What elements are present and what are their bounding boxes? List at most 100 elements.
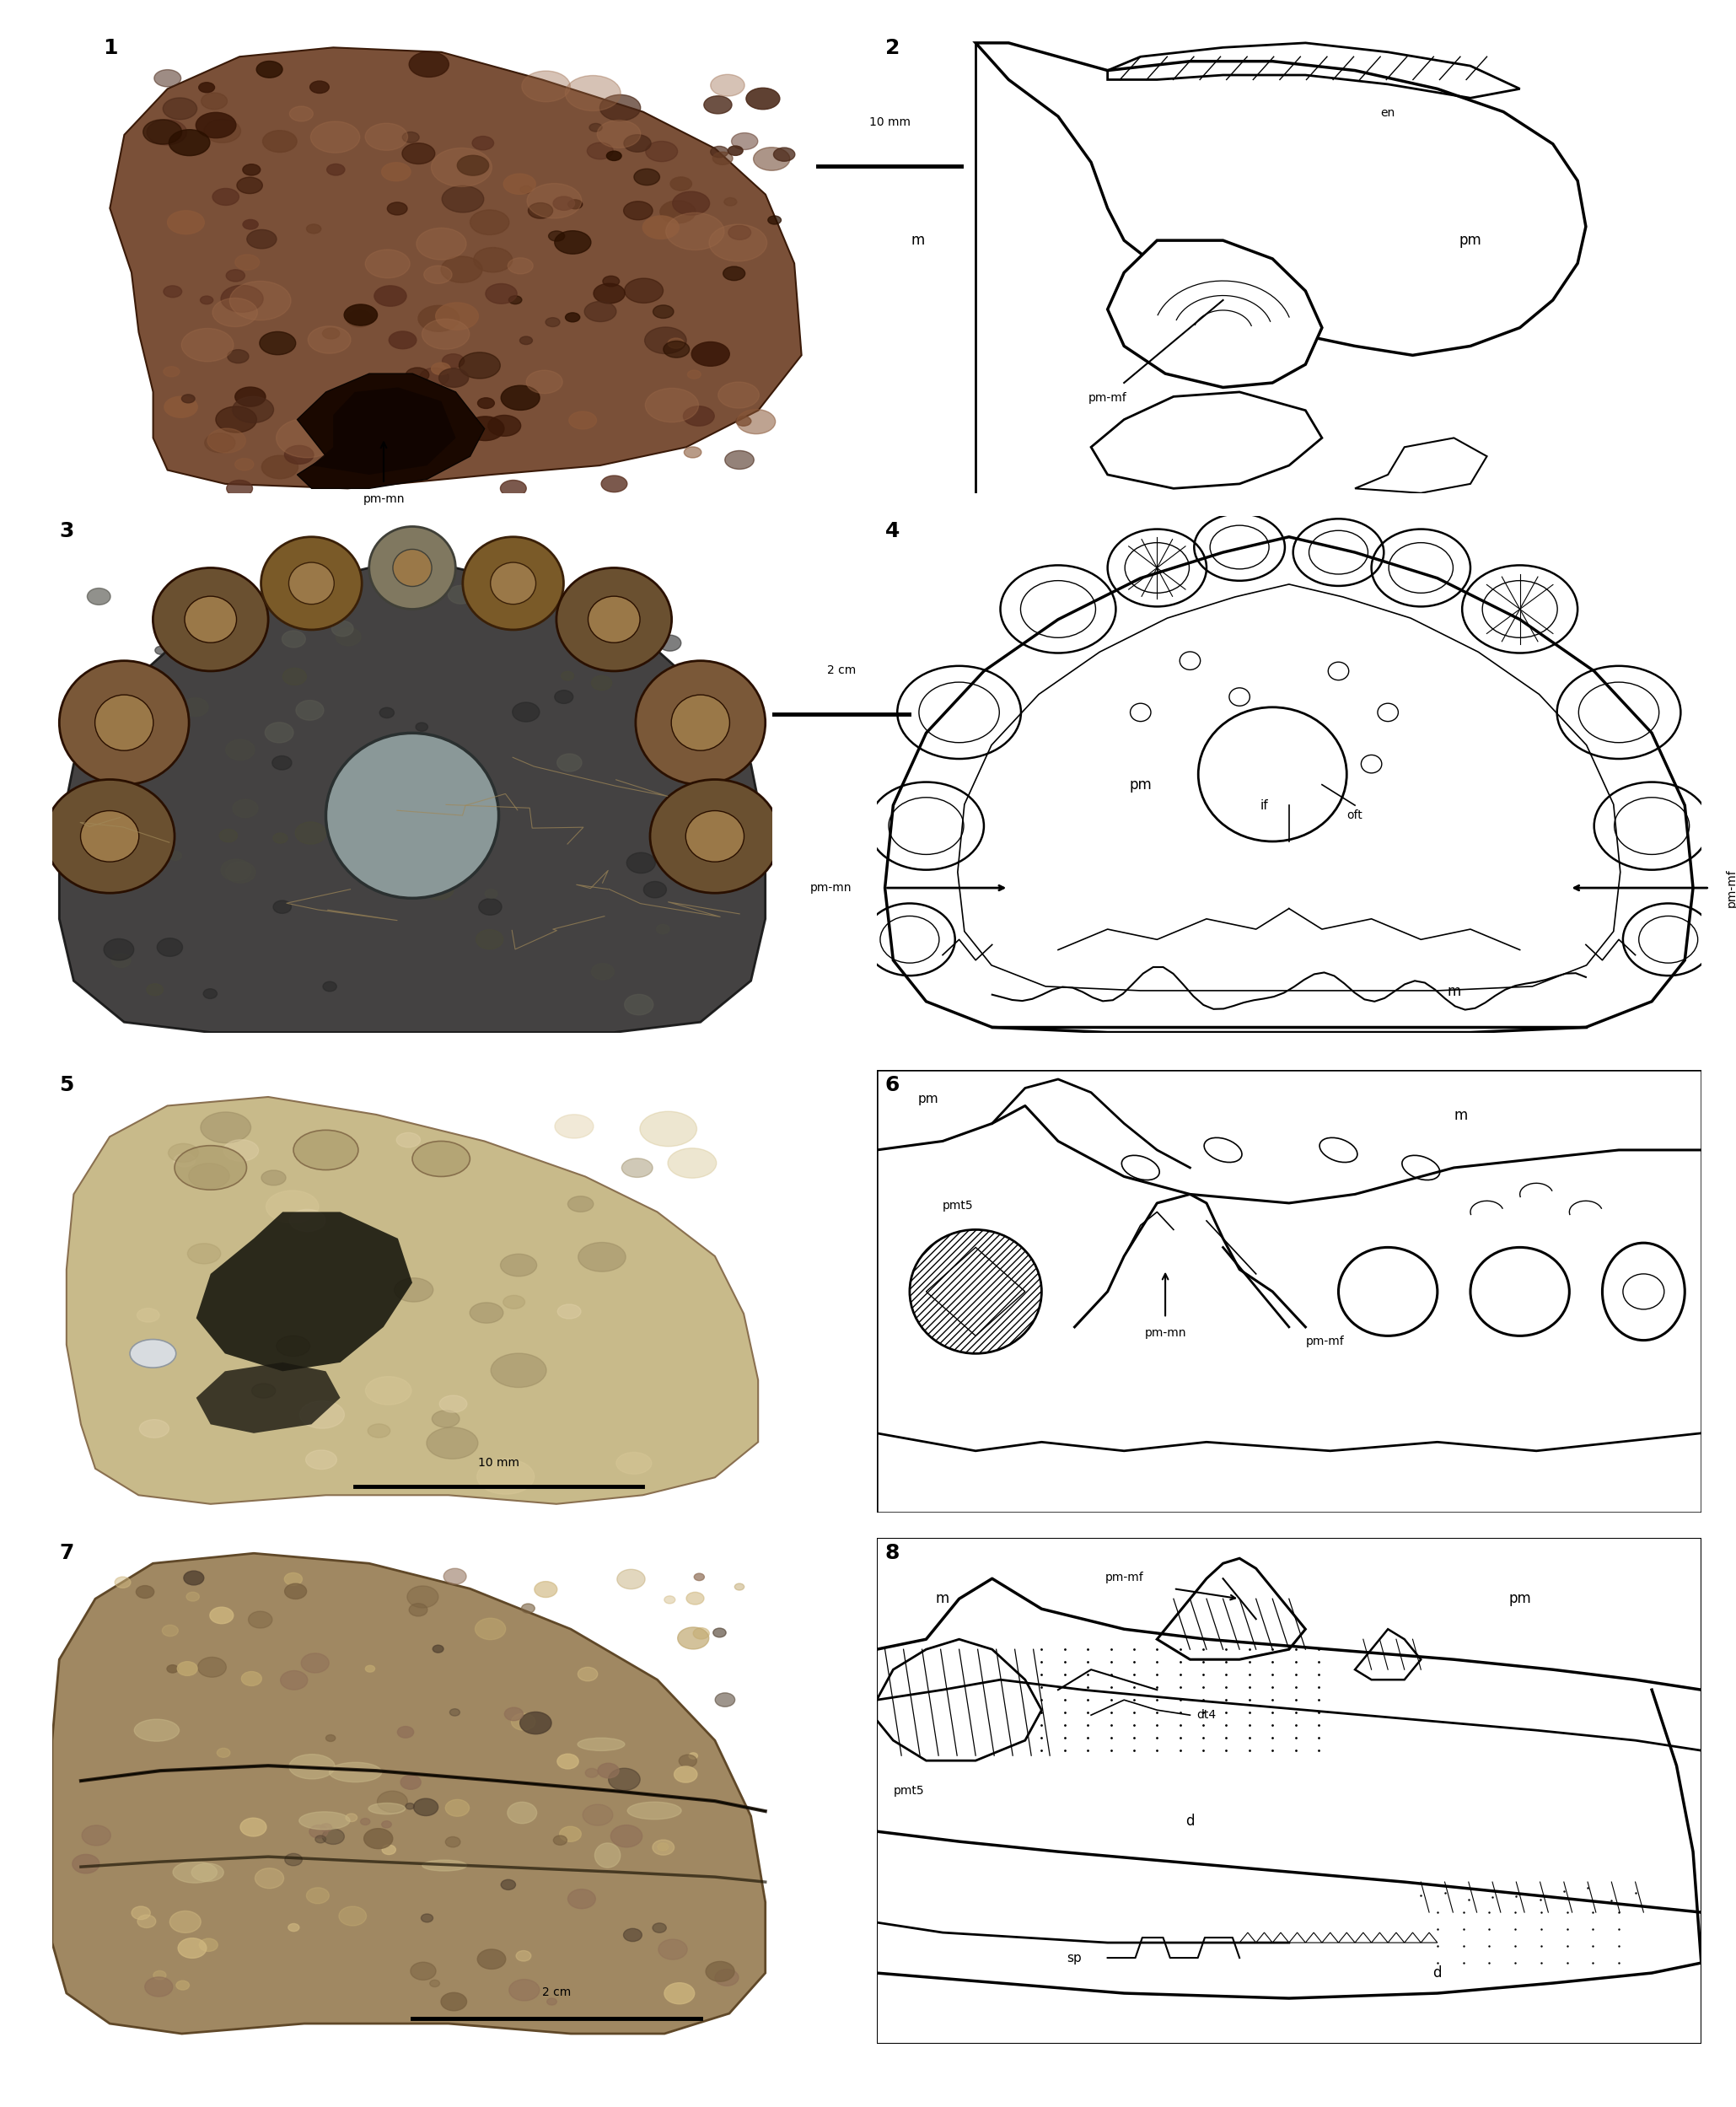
Circle shape — [200, 295, 214, 303]
Circle shape — [554, 691, 573, 704]
Circle shape — [663, 341, 689, 358]
Circle shape — [252, 1384, 276, 1399]
Circle shape — [120, 712, 135, 725]
Circle shape — [365, 1665, 375, 1673]
Circle shape — [240, 1818, 266, 1837]
Circle shape — [203, 120, 241, 143]
Circle shape — [200, 1938, 217, 1951]
Circle shape — [665, 1595, 675, 1603]
Text: 1: 1 — [102, 38, 118, 59]
Circle shape — [266, 723, 293, 744]
Circle shape — [233, 396, 274, 424]
Circle shape — [545, 318, 559, 327]
Circle shape — [87, 588, 111, 605]
Circle shape — [606, 152, 621, 160]
Circle shape — [323, 329, 340, 339]
Circle shape — [290, 1209, 325, 1230]
Circle shape — [523, 72, 569, 101]
Circle shape — [691, 341, 729, 367]
Circle shape — [408, 1587, 437, 1608]
Circle shape — [687, 371, 701, 379]
Circle shape — [713, 1629, 726, 1637]
Circle shape — [227, 350, 248, 362]
Text: 10 mm: 10 mm — [870, 116, 910, 129]
Circle shape — [467, 417, 503, 440]
Circle shape — [569, 411, 597, 430]
Ellipse shape — [260, 537, 361, 630]
Circle shape — [243, 619, 264, 634]
Circle shape — [597, 1764, 620, 1778]
Circle shape — [446, 1799, 469, 1816]
Ellipse shape — [368, 1804, 404, 1814]
Circle shape — [224, 1140, 259, 1161]
Circle shape — [719, 718, 746, 737]
Circle shape — [295, 822, 326, 845]
Circle shape — [509, 257, 533, 274]
Circle shape — [281, 630, 306, 647]
Circle shape — [241, 1671, 262, 1686]
Circle shape — [658, 634, 681, 651]
Circle shape — [715, 1692, 734, 1707]
Circle shape — [115, 1576, 130, 1589]
Circle shape — [474, 247, 512, 272]
Circle shape — [521, 1603, 535, 1614]
Circle shape — [220, 284, 264, 312]
Circle shape — [443, 185, 484, 213]
Circle shape — [719, 381, 759, 409]
Circle shape — [255, 1869, 283, 1888]
Circle shape — [380, 708, 394, 718]
Circle shape — [505, 1707, 523, 1721]
Circle shape — [587, 143, 613, 160]
Circle shape — [146, 984, 163, 997]
Text: 5: 5 — [59, 1075, 75, 1096]
Circle shape — [227, 480, 252, 497]
Polygon shape — [59, 558, 766, 1032]
Ellipse shape — [507, 1801, 536, 1823]
Circle shape — [734, 1584, 745, 1591]
Circle shape — [585, 653, 602, 666]
Circle shape — [526, 371, 562, 394]
Circle shape — [321, 1825, 332, 1831]
Circle shape — [260, 331, 295, 354]
Text: 8: 8 — [885, 1542, 899, 1563]
Circle shape — [406, 367, 429, 381]
Circle shape — [345, 1814, 358, 1823]
Circle shape — [535, 1582, 557, 1597]
Circle shape — [559, 1827, 582, 1842]
Polygon shape — [297, 373, 484, 489]
Circle shape — [205, 434, 234, 453]
Circle shape — [658, 1844, 668, 1850]
Circle shape — [549, 232, 564, 240]
Polygon shape — [66, 1098, 759, 1504]
Circle shape — [594, 284, 625, 303]
Circle shape — [135, 1587, 155, 1599]
Circle shape — [424, 265, 451, 284]
Circle shape — [623, 1928, 642, 1941]
Circle shape — [104, 940, 134, 961]
Circle shape — [300, 1654, 330, 1673]
Circle shape — [413, 1142, 470, 1176]
Circle shape — [257, 61, 283, 78]
Circle shape — [634, 169, 660, 185]
Ellipse shape — [910, 1230, 1042, 1353]
Circle shape — [470, 1302, 503, 1323]
Circle shape — [73, 1854, 99, 1873]
Polygon shape — [196, 1363, 340, 1433]
Circle shape — [361, 1818, 370, 1825]
Ellipse shape — [578, 1738, 625, 1751]
Circle shape — [521, 185, 531, 194]
Circle shape — [457, 156, 490, 175]
Circle shape — [339, 830, 349, 839]
Circle shape — [557, 1304, 582, 1319]
Circle shape — [163, 367, 179, 377]
Circle shape — [170, 1911, 201, 1932]
Circle shape — [653, 1839, 674, 1854]
Circle shape — [82, 1825, 111, 1846]
Circle shape — [724, 265, 745, 280]
Circle shape — [413, 1799, 437, 1816]
Circle shape — [226, 740, 255, 761]
Circle shape — [87, 811, 111, 828]
Circle shape — [500, 480, 526, 497]
Circle shape — [708, 223, 767, 261]
Circle shape — [616, 1452, 651, 1475]
